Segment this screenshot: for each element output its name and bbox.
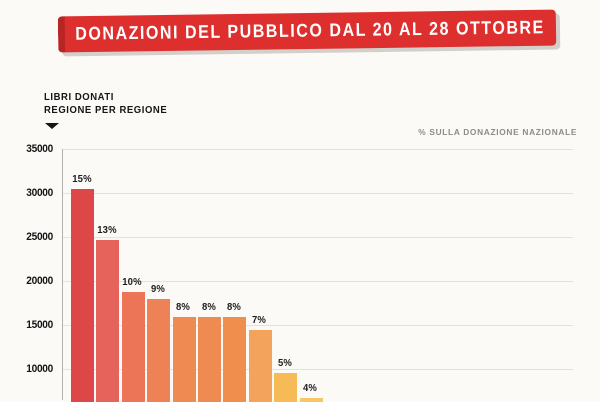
bar-pct-label-6: 8% [201, 301, 216, 313]
bar-pct-label-8: 7% [252, 315, 267, 327]
bar-pct-label-7: 8% [226, 302, 241, 314]
bar-pct-label-9: 5% [277, 358, 292, 370]
y-tick-label-25000: 25000 [26, 231, 53, 243]
gridline-30000 [63, 193, 573, 194]
bar-pct-label-4: 9% [150, 284, 165, 296]
bar-7 [223, 317, 247, 402]
bar-3 [121, 291, 145, 402]
chart-ylabel-line2: REGIONE PER REGIONE [44, 105, 168, 116]
bar-pct-label-2: 13% [97, 224, 117, 236]
bar-4 [147, 299, 171, 402]
bar-10 [299, 398, 323, 402]
gridline-10000 [63, 369, 573, 370]
gridline-15000 [63, 325, 573, 326]
bar-9 [274, 373, 298, 402]
y-tick-label-15000: 15000 [26, 319, 53, 331]
bar-1 [71, 188, 94, 402]
y-tick-label-20000: 20000 [26, 275, 53, 287]
bar-5 [172, 316, 196, 402]
chart-ylabel-line1: LIBRI DONATI [44, 92, 115, 103]
bar-6 [198, 316, 221, 402]
gridline-20000 [63, 281, 573, 282]
bar-2 [96, 239, 120, 402]
chart-right-annotation: % SULLA DONAZIONE NAZIONALE [418, 127, 577, 137]
y-tick-label-35000: 35000 [26, 143, 53, 155]
y-tick-label-10000: 10000 [26, 363, 53, 375]
bar-pct-label-1: 15% [71, 173, 92, 185]
bar-8 [248, 330, 272, 402]
bar-pct-label-5: 8% [176, 301, 191, 313]
bar-pct-label-10: 4% [303, 383, 318, 395]
y-axis [62, 149, 63, 400]
y-tick-label-30000: 30000 [26, 187, 53, 199]
chart-ylabel: LIBRI DONATI REGIONE PER REGIONE [44, 91, 167, 117]
arrow-down-icon [45, 123, 59, 129]
gridline-25000 [63, 237, 573, 238]
bar-pct-label-3: 10% [122, 276, 143, 288]
gridline-35000 [63, 149, 573, 150]
